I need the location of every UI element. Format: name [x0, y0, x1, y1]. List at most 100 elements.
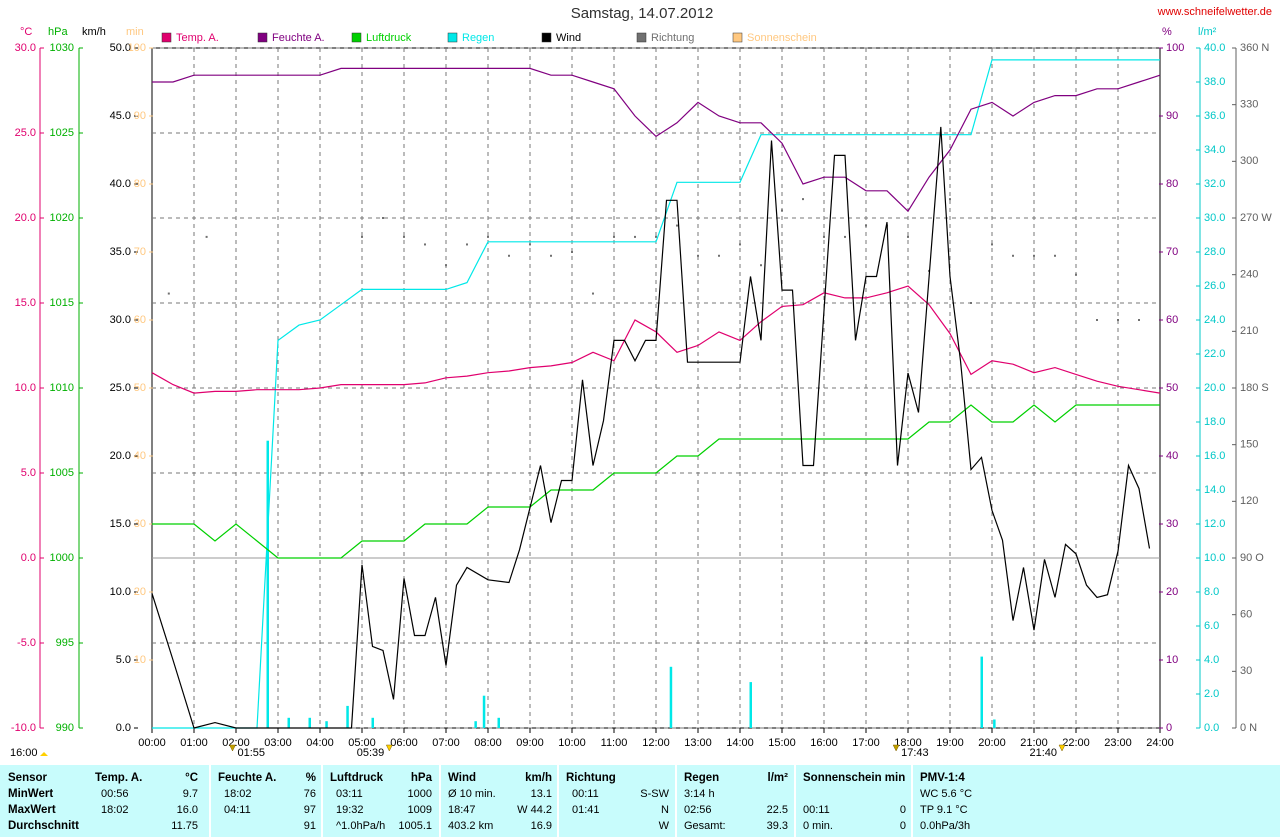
direction-dot	[487, 235, 489, 238]
marker-label: 17:43	[901, 747, 929, 759]
y-tick-label: 32.0	[1204, 178, 1225, 190]
y-tick-label: 1010	[50, 382, 74, 394]
series-line	[152, 404, 1160, 559]
y-tick-label: -10.0	[11, 722, 36, 734]
table-header: Sensor	[8, 772, 48, 784]
source-link[interactable]: www.schneifelwetter.de	[1157, 6, 1272, 18]
table-cell: 0	[900, 820, 906, 832]
direction-dot	[445, 264, 447, 267]
direction-dot	[403, 235, 405, 238]
axis-unit: %	[1162, 26, 1172, 38]
table-header: Feuchte A.	[218, 772, 276, 784]
direction-dot	[529, 243, 531, 246]
y-tick-label: 50	[1166, 382, 1178, 394]
table-header: Richtung	[566, 772, 616, 784]
left-note: 16:00	[10, 747, 38, 759]
direction-dot	[823, 235, 825, 238]
table-cell: W	[659, 820, 670, 832]
table-header-unit: hPa	[411, 772, 433, 784]
rain-bar	[497, 717, 500, 728]
y-tick-label: 14.0	[1204, 484, 1225, 496]
table-header-unit: °C	[185, 772, 198, 784]
table-header: Regen	[684, 772, 719, 784]
y-tick-label: 4.0	[1204, 654, 1219, 666]
table-cell: WC 5.6 °C	[920, 788, 972, 800]
y-tick-label: 12.0	[1204, 518, 1225, 530]
y-tick-label: 15.0	[15, 297, 36, 309]
y-tick-label: 34.0	[1204, 144, 1225, 156]
y-tick-label: 180 S	[1240, 382, 1269, 394]
y-tick-label: 1020	[50, 212, 74, 224]
y-tick-label: 35.0	[110, 246, 131, 258]
table-cell: 0.0hPa/3h	[920, 820, 970, 832]
direction-dot	[676, 224, 678, 227]
table-cell: 39.3	[767, 820, 788, 832]
table-cell: 18:02	[101, 804, 129, 816]
marker-label: 01:55	[238, 747, 266, 759]
y-tick-label: 240	[1240, 269, 1258, 281]
row-label: Durchschnitt	[8, 820, 79, 832]
y-tick-label: 0	[1166, 722, 1172, 734]
y-tick-label: 25.0	[15, 127, 36, 139]
y-tick-label: 28.0	[1204, 246, 1225, 258]
marker-label: 21:40	[1029, 747, 1057, 759]
x-tick-label: 02:00	[222, 737, 250, 749]
y-tick-label: 360 N	[1240, 42, 1269, 54]
direction-dot	[382, 217, 384, 219]
direction-dot	[718, 254, 720, 257]
legend-swatch	[636, 32, 647, 43]
y-tick-label: 30.0	[15, 42, 36, 54]
y-tick-label: 38.0	[1204, 76, 1225, 88]
y-tick-label: 50.0	[110, 42, 131, 54]
y-tick-label: 80	[1166, 178, 1178, 190]
y-tick-label: -5.0	[17, 637, 36, 649]
y-tick-label: 120	[1240, 495, 1258, 507]
direction-dot	[466, 243, 468, 246]
y-tick-label: 100	[1166, 42, 1184, 54]
y-tick-label: 40	[1166, 450, 1178, 462]
rain-bar	[325, 721, 328, 728]
direction-dot	[361, 235, 363, 238]
rain-bar	[993, 719, 996, 728]
direction-dot	[550, 254, 552, 257]
rain-bar	[474, 721, 477, 728]
table-cell: 0	[900, 804, 906, 816]
y-tick-label: 22.0	[1204, 348, 1225, 360]
legend-label: Regen	[462, 32, 494, 44]
y-tick-label: 10	[1166, 654, 1178, 666]
table-cell: 00:56	[101, 788, 129, 800]
table-background	[0, 765, 1280, 837]
direction-dot	[1033, 254, 1035, 257]
legend-swatch	[257, 32, 268, 43]
y-tick-label: 100	[128, 42, 146, 54]
table-cell: 91	[304, 820, 316, 832]
table-cell: 01:41	[572, 804, 600, 816]
y-tick-label: 90	[1166, 110, 1178, 122]
direction-dot	[1054, 254, 1056, 257]
y-tick-label: 995	[56, 637, 74, 649]
x-tick-label: 10:00	[558, 737, 586, 749]
x-tick-label: 01:00	[180, 737, 208, 749]
legend-label: Luftdruck	[366, 32, 412, 44]
table-cell: 11.75	[171, 820, 198, 832]
table-cell: ^1.0hPa/h	[336, 820, 385, 832]
x-tick-label: 00:00	[138, 737, 166, 749]
direction-dot	[1117, 319, 1119, 321]
chart-title: Samstag, 14.07.2012	[571, 5, 714, 22]
y-tick-label: 60	[134, 314, 146, 326]
y-tick-label: 270 W	[1240, 212, 1272, 224]
table-cell: 97	[304, 804, 316, 816]
direction-dot	[1138, 319, 1140, 321]
y-tick-label: 16.0	[1204, 450, 1225, 462]
y-tick-label: 20	[134, 586, 146, 598]
axis-unit: km/h	[82, 26, 106, 38]
x-tick-label: 17:00	[852, 737, 880, 749]
x-tick-label: 12:00	[642, 737, 670, 749]
direction-dot	[907, 235, 909, 238]
y-tick-label: 5.0	[116, 654, 131, 666]
table-header-unit: l/m²	[768, 772, 789, 784]
y-tick-label: 15.0	[110, 518, 131, 530]
legend-swatch	[351, 32, 362, 43]
